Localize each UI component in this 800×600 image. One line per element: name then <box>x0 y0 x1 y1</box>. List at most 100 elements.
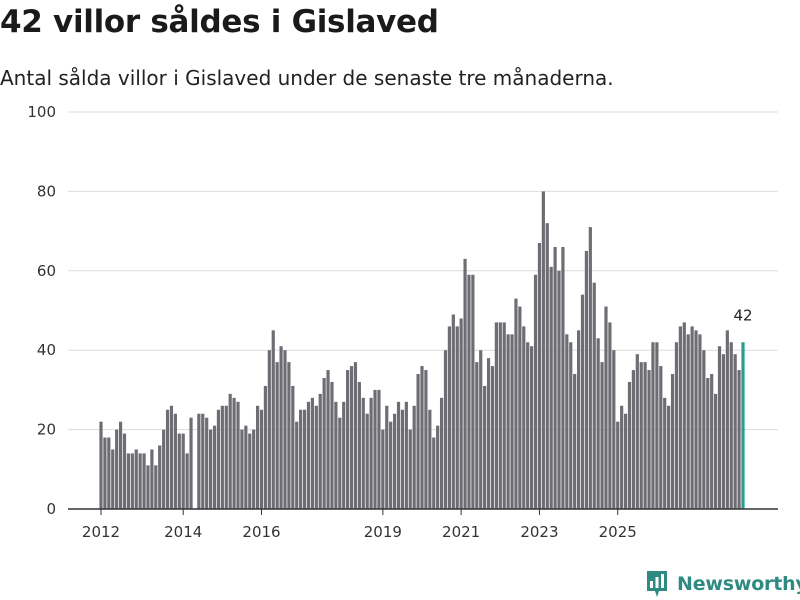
bar <box>659 366 663 509</box>
bar <box>189 417 193 509</box>
bar <box>169 405 174 509</box>
bar <box>698 334 702 509</box>
bar <box>209 429 213 509</box>
bar <box>389 421 393 509</box>
bar <box>710 374 714 509</box>
bar <box>514 298 518 509</box>
bar <box>107 437 111 509</box>
bar <box>596 338 600 509</box>
bar <box>674 342 679 509</box>
x-tick-label: 2012 <box>82 523 120 541</box>
bar <box>310 397 314 509</box>
bar <box>271 330 275 509</box>
bar <box>604 306 608 509</box>
bar <box>349 366 354 509</box>
bar <box>408 429 412 509</box>
bar <box>557 270 561 509</box>
bar <box>416 374 420 509</box>
y-tick-label: 0 <box>46 500 56 518</box>
bar <box>181 433 185 509</box>
bar <box>490 366 495 509</box>
bar <box>118 421 123 509</box>
bar <box>667 405 671 509</box>
bar <box>267 350 271 509</box>
bar <box>173 413 177 509</box>
bar <box>494 322 498 509</box>
bar <box>436 425 440 509</box>
bar <box>725 330 729 509</box>
bar <box>663 397 667 509</box>
chart-subtitle: Antal sålda villor i Gislaved under de s… <box>0 66 614 90</box>
bar <box>205 417 209 509</box>
bar <box>459 318 463 509</box>
bar <box>455 326 459 509</box>
bar <box>259 409 264 509</box>
bar <box>655 342 659 509</box>
bar <box>134 449 138 509</box>
bar <box>252 429 256 509</box>
bar <box>623 413 628 509</box>
x-tick-label: 2023 <box>520 523 558 541</box>
bar <box>342 401 346 509</box>
y-tick-label: 100 <box>27 103 56 121</box>
logo-text: Newsworthy <box>677 573 800 595</box>
bar <box>686 334 690 509</box>
bar <box>690 326 694 509</box>
bar <box>299 409 303 509</box>
bar <box>287 362 291 509</box>
bar <box>334 401 338 509</box>
bar <box>212 425 217 509</box>
bar <box>573 374 577 509</box>
bar <box>232 397 236 509</box>
bar <box>122 433 127 509</box>
bar <box>240 429 244 509</box>
bar <box>471 274 475 509</box>
chart-title: 42 villor såldes i Gislaved <box>0 4 439 40</box>
bar <box>236 401 240 509</box>
bar <box>682 322 686 509</box>
bar <box>432 437 436 509</box>
bar <box>224 405 228 509</box>
bar <box>717 346 722 509</box>
chart-logo-icon <box>647 571 667 597</box>
bar <box>498 322 502 509</box>
bar <box>443 350 448 509</box>
bar <box>99 421 103 509</box>
bar <box>283 350 287 509</box>
bar <box>377 389 381 509</box>
bar <box>600 362 604 509</box>
bar <box>146 465 150 509</box>
bar <box>721 354 726 509</box>
bar <box>396 401 401 509</box>
bar <box>165 409 170 509</box>
bar <box>483 385 487 509</box>
bar <box>353 362 358 509</box>
bar <box>279 346 283 509</box>
bar <box>537 243 542 509</box>
bar <box>318 393 322 509</box>
bar <box>643 362 647 509</box>
bar <box>576 330 581 509</box>
bar <box>451 314 455 509</box>
bar <box>314 405 318 509</box>
highlight-bar <box>741 342 745 509</box>
y-tick-label: 40 <box>37 341 56 359</box>
y-tick-label: 20 <box>37 421 56 439</box>
bar <box>627 381 632 509</box>
bar <box>502 322 506 509</box>
bar <box>220 405 224 509</box>
bar <box>510 334 514 509</box>
bar <box>244 425 248 509</box>
bar <box>115 429 119 509</box>
bar <box>518 306 522 509</box>
bar-chart: 0 20 40 60 80 100 2012 2014 2016 2019 2021 2023 2025… <box>27 103 778 541</box>
bar <box>295 421 299 509</box>
bar <box>737 370 741 509</box>
bar <box>670 374 675 509</box>
bar <box>569 342 573 509</box>
bar <box>400 409 405 509</box>
bar <box>475 362 479 509</box>
bar <box>530 346 534 509</box>
bar <box>533 274 538 509</box>
bar <box>361 397 365 509</box>
